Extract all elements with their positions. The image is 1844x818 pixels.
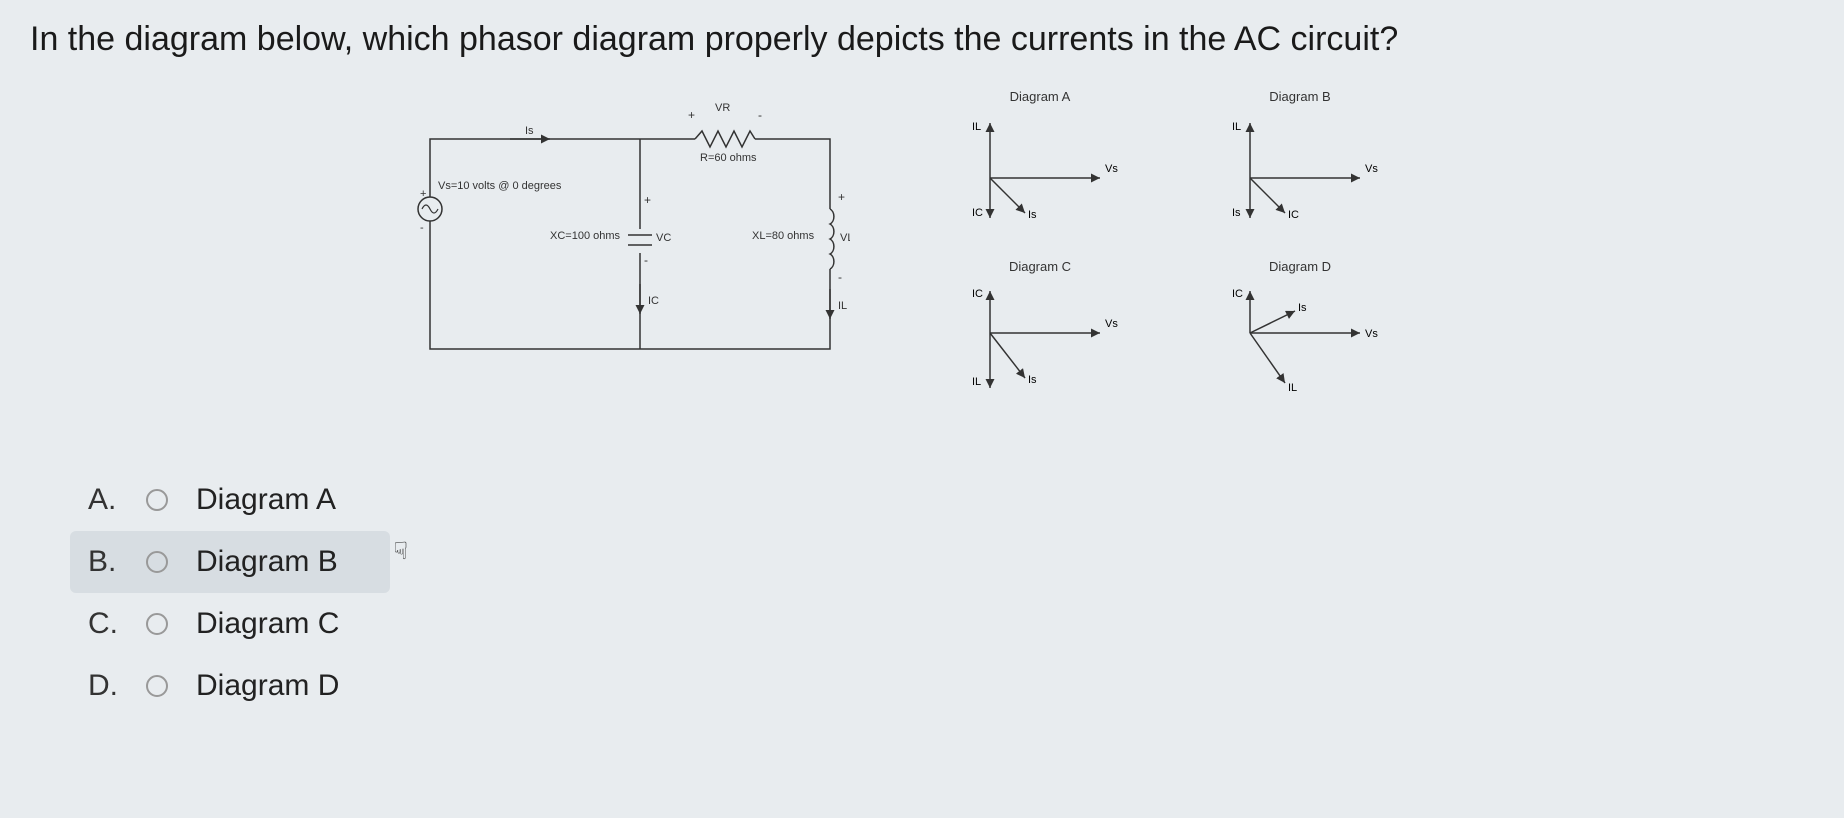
svg-text:Vs: Vs: [1105, 163, 1118, 175]
svg-text:Is: Is: [1298, 302, 1307, 314]
svg-text:Vs: Vs: [1365, 328, 1378, 340]
svg-text:IL: IL: [972, 121, 981, 133]
radio-icon[interactable]: [146, 613, 168, 635]
svg-text:Is: Is: [1232, 207, 1241, 219]
svg-text:-: -: [420, 222, 424, 234]
il-label: IL: [838, 300, 847, 312]
svg-text:IL: IL: [1288, 382, 1297, 394]
phasor-d: Diagram D Vs IC Is IL: [1200, 259, 1400, 409]
svg-text:IC: IC: [1288, 209, 1299, 221]
radio-icon[interactable]: [146, 675, 168, 697]
phasor-c: Diagram C Vs IC IL Is: [940, 259, 1140, 409]
svg-text:IL: IL: [1232, 121, 1241, 133]
option-c-letter: C.: [88, 607, 118, 641]
svg-text:IC: IC: [972, 207, 983, 219]
svg-text:-: -: [644, 253, 648, 267]
question-text: In the diagram below, which phasor diagr…: [30, 20, 1814, 59]
option-b[interactable]: B. Diagram B ☟: [70, 531, 390, 593]
option-b-letter: B.: [88, 545, 118, 579]
phasor-a: Diagram A Vs IL IC Is: [940, 89, 1140, 239]
vr-label: VR: [715, 102, 730, 114]
svg-text:-: -: [758, 108, 762, 122]
svg-text:IL: IL: [972, 376, 981, 388]
cursor-icon: ☟: [393, 537, 408, 566]
vc-label: VC: [656, 232, 671, 244]
svg-text:-: -: [838, 270, 842, 284]
svg-text:+: +: [420, 188, 426, 200]
option-a-label: Diagram A: [196, 483, 336, 517]
answer-options: A. Diagram A B. Diagram B ☟ C. Diagram C…: [70, 469, 1814, 717]
ic-label: IC: [648, 295, 659, 307]
vl-label: VL: [840, 232, 850, 244]
svg-text:IC: IC: [1232, 288, 1243, 300]
option-d-letter: D.: [88, 669, 118, 703]
option-c[interactable]: C. Diagram C: [70, 593, 390, 655]
option-c-label: Diagram C: [196, 607, 339, 641]
radio-icon[interactable]: [146, 489, 168, 511]
option-a[interactable]: A. Diagram A: [70, 469, 390, 531]
svg-text:+: +: [644, 193, 651, 207]
phasor-b: Diagram B Vs IL Is IC: [1200, 89, 1400, 239]
option-d-label: Diagram D: [196, 669, 339, 703]
phasor-a-title: Diagram A: [940, 89, 1140, 104]
svg-text:+: +: [688, 108, 695, 122]
xc-label: XC=100 ohms: [550, 230, 621, 242]
phasor-b-title: Diagram B: [1200, 89, 1400, 104]
svg-text:Is: Is: [1028, 209, 1037, 221]
svg-text:IC: IC: [972, 288, 983, 300]
content-row: + - Vs=10 volts @ 0 degrees Is VR + - R=…: [410, 89, 1814, 409]
option-b-label: Diagram B: [196, 545, 338, 579]
option-a-letter: A.: [88, 483, 118, 517]
r-label: R=60 ohms: [700, 152, 757, 164]
svg-text:Vs: Vs: [1365, 163, 1378, 175]
circuit-diagram: + - Vs=10 volts @ 0 degrees Is VR + - R=…: [410, 89, 850, 369]
option-d[interactable]: D. Diagram D: [70, 655, 390, 717]
svg-text:Vs: Vs: [1105, 318, 1118, 330]
is-label: Is: [525, 125, 534, 137]
source-label: Vs=10 volts @ 0 degrees: [438, 180, 562, 192]
xl-label: XL=80 ohms: [752, 230, 815, 242]
phasor-c-title: Diagram C: [940, 259, 1140, 274]
phasor-d-title: Diagram D: [1200, 259, 1400, 274]
svg-text:Is: Is: [1028, 374, 1037, 386]
svg-text:+: +: [838, 190, 845, 204]
radio-icon[interactable]: [146, 551, 168, 573]
phasor-grid: Diagram A Vs IL IC Is: [940, 89, 1400, 409]
